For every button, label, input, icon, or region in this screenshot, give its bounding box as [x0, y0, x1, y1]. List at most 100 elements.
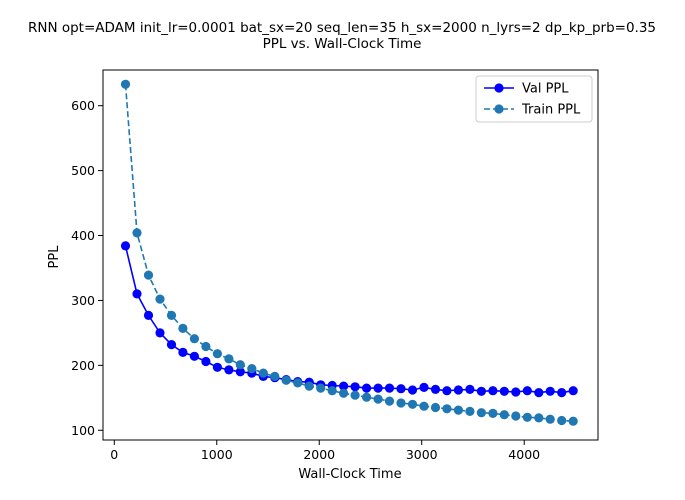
- data-point-0-29: [453, 385, 463, 395]
- x-tick-label-4000: 4000: [508, 447, 540, 462]
- y-tick-label-600: 600: [71, 98, 95, 113]
- data-point-0-25: [407, 385, 418, 395]
- data-point-0-24: [396, 384, 406, 394]
- y-tick-label-100: 100: [71, 423, 95, 438]
- data-point-0-33: [499, 386, 509, 396]
- series-layer: [120, 79, 578, 426]
- data-point-1-16: [304, 381, 314, 391]
- data-point-1-23: [384, 396, 395, 406]
- data-point-1-36: [534, 413, 544, 423]
- chart-title: RNN opt=ADAM init_lr=0.0001 bat_sx=20 se…: [28, 20, 656, 36]
- legend-label-0: Val PPL: [522, 82, 569, 97]
- data-point-1-10: [235, 360, 245, 370]
- data-point-1-1: [132, 228, 142, 238]
- data-point-1-27: [430, 402, 441, 413]
- axes-border: [102, 69, 599, 441]
- chart-subtitle: PPL vs. Wall-Clock Time: [263, 36, 422, 52]
- data-point-0-19: [339, 381, 349, 391]
- data-point-1-7: [201, 341, 211, 352]
- data-point-1-25: [407, 399, 418, 409]
- data-point-0-22: [373, 383, 383, 393]
- data-point-0-35: [522, 386, 532, 396]
- y-tick-label-200: 200: [71, 358, 95, 373]
- data-point-1-19: [339, 388, 349, 398]
- legend-marker-0: [494, 83, 504, 93]
- data-point-1-2: [143, 270, 154, 280]
- data-point-0-4: [166, 340, 177, 350]
- y-tick-label-400: 400: [71, 228, 95, 243]
- series-line-0: [124, 245, 574, 394]
- y-tick-label-500: 500: [71, 163, 95, 178]
- data-point-1-39: [568, 416, 578, 426]
- data-point-0-1: [132, 289, 142, 299]
- data-point-0-37: [545, 386, 555, 396]
- data-point-1-24: [396, 398, 406, 408]
- data-point-0-2: [143, 310, 154, 320]
- data-point-0-39: [568, 386, 578, 396]
- y-tick-label-300: 300: [71, 293, 95, 308]
- data-point-1-3: [155, 294, 165, 304]
- data-point-1-30: [465, 406, 475, 416]
- data-point-0-32: [488, 386, 498, 396]
- plot-area: [103, 70, 598, 440]
- data-point-1-26: [419, 401, 429, 411]
- data-point-1-13: [270, 371, 280, 381]
- axes-frame: [102, 69, 599, 441]
- data-point-0-10: [235, 367, 245, 377]
- data-point-0-34: [511, 387, 521, 397]
- data-point-1-33: [499, 410, 509, 420]
- data-point-1-20: [350, 390, 360, 400]
- y-axis-label: PPL: [47, 245, 62, 269]
- series-line-1: [124, 84, 574, 422]
- data-point-0-6: [189, 351, 199, 361]
- data-point-1-31: [476, 408, 486, 418]
- data-point-1-15: [293, 378, 303, 388]
- y-axis: 100 200 300 400 500 600: [71, 98, 103, 438]
- data-point-1-32: [488, 408, 498, 418]
- data-point-1-17: [316, 383, 326, 393]
- data-point-0-38: [557, 388, 567, 398]
- data-point-0-30: [465, 384, 475, 394]
- data-point-1-11: [247, 364, 257, 374]
- x-axis-label: Wall-Clock Time: [298, 467, 401, 482]
- data-point-0-20: [350, 382, 360, 392]
- data-point-1-8: [212, 349, 222, 359]
- data-point-1-9: [224, 354, 234, 364]
- data-point-1-34: [511, 411, 521, 421]
- data-point-1-0: [120, 79, 131, 89]
- x-tick-label-1000: 1000: [201, 447, 233, 462]
- data-point-0-3: [155, 328, 165, 338]
- data-point-1-18: [327, 386, 337, 396]
- data-point-1-22: [373, 394, 383, 404]
- data-point-0-5: [178, 347, 188, 357]
- legend-marker-1: [494, 104, 504, 114]
- x-axis: 0 1000 2000 3000 4000: [110, 440, 540, 462]
- data-point-1-29: [453, 405, 463, 415]
- data-point-0-26: [419, 382, 429, 392]
- x-tick-label-2000: 2000: [303, 447, 335, 462]
- x-tick-label-3000: 3000: [406, 447, 438, 462]
- data-point-0-0: [120, 241, 131, 251]
- data-point-1-35: [522, 412, 532, 422]
- data-point-1-4: [166, 310, 177, 320]
- legend: Val PPL Train PPL: [475, 75, 593, 123]
- x-tick-label-0: 0: [110, 447, 118, 462]
- data-point-1-5: [178, 323, 188, 333]
- legend-label-1: Train PPL: [521, 103, 581, 118]
- data-point-0-21: [362, 383, 372, 393]
- data-point-0-31: [476, 386, 486, 396]
- data-point-1-12: [258, 368, 268, 378]
- data-point-0-27: [430, 384, 441, 394]
- data-point-1-14: [281, 375, 291, 385]
- data-point-1-21: [362, 392, 372, 402]
- data-point-1-6: [189, 334, 199, 344]
- data-point-0-8: [212, 362, 222, 372]
- data-point-0-23: [384, 383, 395, 393]
- data-point-0-28: [442, 386, 452, 396]
- data-point-1-28: [442, 404, 452, 414]
- data-point-1-38: [557, 415, 567, 426]
- data-point-0-36: [534, 388, 544, 398]
- data-point-0-9: [224, 365, 234, 375]
- data-point-0-7: [201, 356, 211, 367]
